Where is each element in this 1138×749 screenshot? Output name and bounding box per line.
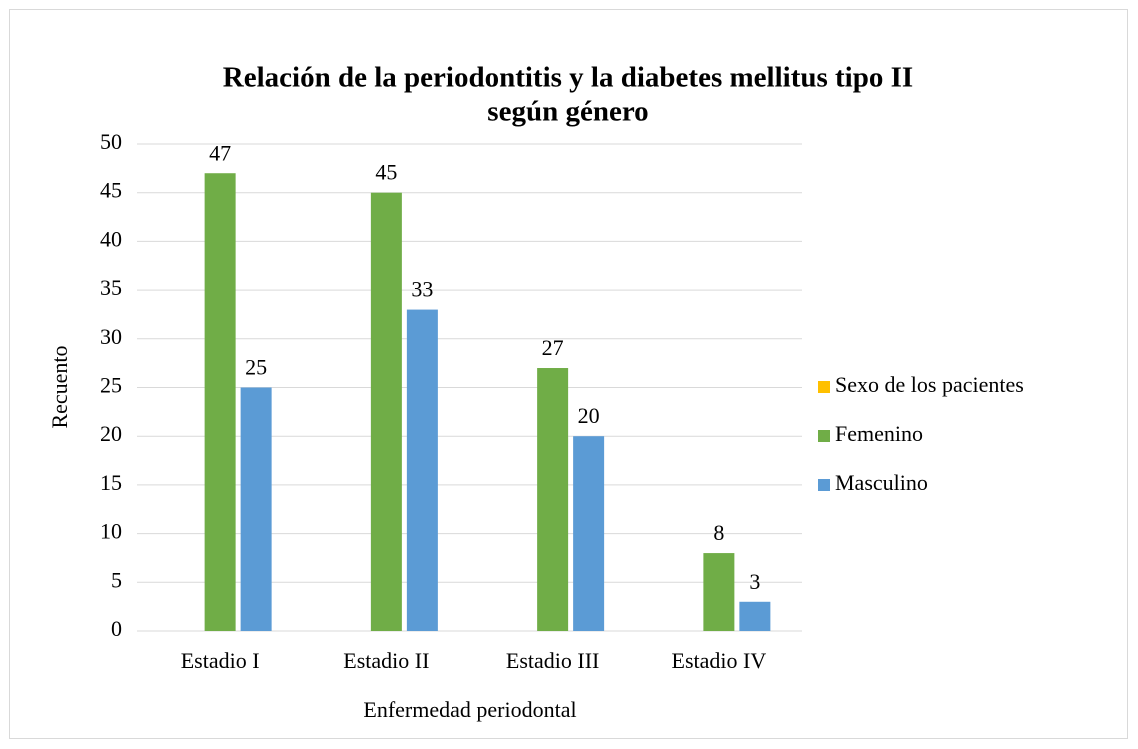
y-tick-label: 50 [100,129,122,154]
chart-subtitle: según género [487,96,648,128]
legend-label: Sexo de los pacientes [835,372,1024,397]
data-label: 33 [411,277,433,302]
bar [406,309,438,631]
bar [204,173,236,631]
y-tick-label: 25 [100,373,122,398]
y-tick-label: 0 [111,616,122,641]
chart-border [9,9,1128,739]
x-tick-label: Estadio III [506,648,599,673]
data-label: 8 [713,520,724,545]
legend-swatch [818,430,830,442]
y-tick-label: 20 [100,421,122,446]
y-tick-label: 45 [100,178,122,203]
legend-swatch [818,479,830,491]
bar [370,192,402,631]
data-label: 25 [245,355,267,380]
x-tick-label: Estadio II [343,648,429,673]
bar [573,436,605,631]
data-label: 20 [578,403,600,428]
bar [537,368,569,631]
y-tick-label: 40 [100,226,122,251]
bar [739,601,771,631]
legend-label: Femenino [835,421,923,446]
y-tick-label: 15 [100,470,122,495]
legend-label: Masculino [835,470,928,495]
data-label: 3 [749,569,760,594]
legend-swatch [818,381,830,393]
y-tick-label: 5 [111,567,122,592]
data-label: 47 [209,140,231,165]
data-label: 27 [542,335,564,360]
x-axis-label: Enfermedad periodontal [363,697,576,722]
x-tick-label: Estadio IV [672,648,767,673]
data-label: 45 [375,160,397,185]
chart-title: Relación de la periodontitis y la diabet… [223,62,913,94]
y-tick-label: 35 [100,275,122,300]
bar [240,387,272,631]
y-axis-label: Recuento [47,345,72,428]
y-tick-label: 10 [100,519,122,544]
bar [703,553,735,631]
x-tick-label: Estadio I [181,648,260,673]
y-tick-label: 30 [100,324,122,349]
